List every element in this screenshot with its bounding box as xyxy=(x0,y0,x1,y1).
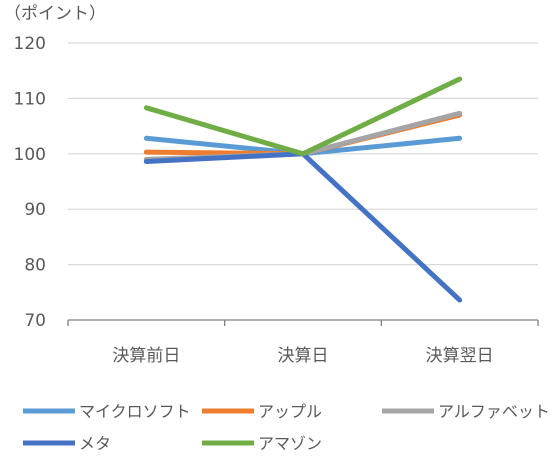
x-tick-label: 決算翌日 xyxy=(426,346,494,366)
series-lines xyxy=(143,76,463,303)
series-line xyxy=(143,76,463,157)
series-line xyxy=(143,151,463,303)
legend-label: マイクロソフト xyxy=(79,402,191,421)
legend-label: アルファベット xyxy=(438,402,550,421)
x-axis: 決算前日 決算日 決算翌日 xyxy=(67,319,539,366)
legend-label: アップル xyxy=(258,402,322,421)
legend-label: メタ xyxy=(79,434,111,453)
y-tick-label: 100 xyxy=(14,145,46,165)
y-tick-label: 70 xyxy=(24,311,46,331)
y-tick-labels: 70 80 90 100 110 120 xyxy=(14,34,46,331)
y-unit-label: （ポイント） xyxy=(4,4,106,24)
y-tick-label: 110 xyxy=(14,89,46,109)
y-tick-label: 90 xyxy=(24,200,46,220)
y-tick-label: 80 xyxy=(24,256,46,276)
x-tick-label: 決算日 xyxy=(278,346,329,366)
x-tick-label: 決算前日 xyxy=(112,346,180,366)
legend-label: アマゾン xyxy=(258,434,322,453)
y-tick-label: 120 xyxy=(14,34,46,54)
